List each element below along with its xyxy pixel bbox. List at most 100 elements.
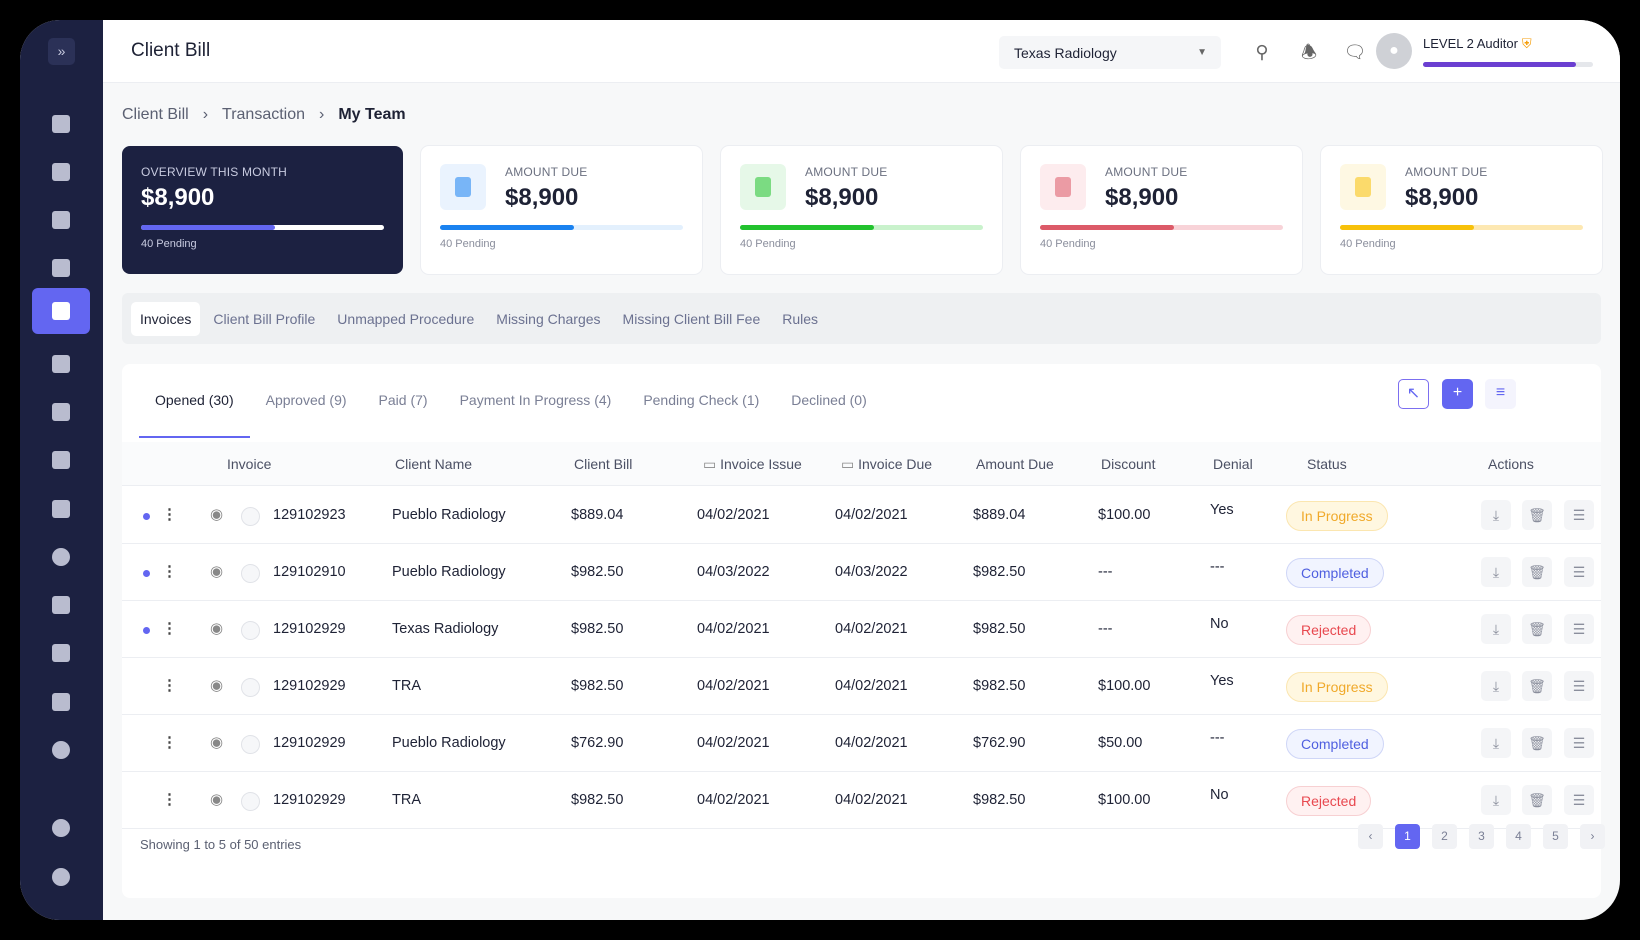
cell-invoice[interactable]: 129102929	[273, 792, 346, 808]
page-4-button[interactable]: 4	[1506, 824, 1531, 849]
more-options-icon[interactable]: ⋮	[162, 677, 177, 694]
sidebar-item-clipboard[interactable]	[32, 149, 90, 195]
details-button[interactable]: ☰	[1564, 728, 1594, 758]
row-select-checkbox[interactable]	[241, 735, 260, 754]
download-button[interactable]: ⤓	[1481, 671, 1511, 701]
delete-button[interactable]: 🗑	[1522, 614, 1552, 644]
delete-button[interactable]: 🗑	[1522, 557, 1552, 587]
eye-icon[interactable]: ◉	[210, 791, 224, 808]
column-header-client-bill[interactable]: Client Bill	[574, 456, 632, 472]
page-1-button[interactable]: 1	[1395, 824, 1420, 849]
sidebar-item-client-bill[interactable]	[32, 288, 90, 334]
sidebar-item-settings[interactable]	[32, 727, 90, 773]
more-options-icon[interactable]: ⋮	[162, 734, 177, 751]
column-header-status[interactable]: Status	[1307, 456, 1347, 472]
column-header-client-name[interactable]: Client Name	[395, 456, 472, 472]
cell-invoice[interactable]: 129102923	[273, 507, 346, 523]
more-options-icon[interactable]: ⋮	[162, 563, 177, 580]
eye-icon[interactable]: ◉	[210, 506, 224, 523]
sidebar-item-document[interactable]	[32, 197, 90, 243]
column-header-actions[interactable]: Actions	[1488, 456, 1534, 472]
next-page-button[interactable]: ›	[1580, 824, 1605, 849]
details-button[interactable]: ☰	[1564, 785, 1594, 815]
page-2-button[interactable]: 2	[1432, 824, 1457, 849]
more-options-icon[interactable]: ⋮	[162, 620, 177, 637]
download-button[interactable]: ⤓	[1481, 614, 1511, 644]
add-invoice-button[interactable]: +	[1442, 379, 1473, 409]
status-tab-paid[interactable]: Paid (7)	[378, 392, 428, 408]
column-header-discount[interactable]: Discount	[1101, 456, 1155, 472]
row-select-checkbox[interactable]	[241, 678, 260, 697]
sidebar-item-bank[interactable]	[32, 389, 90, 435]
status-tab-opened[interactable]: Opened (30)	[139, 364, 250, 438]
chat-icon[interactable]: 🗨	[1343, 42, 1367, 62]
expand-sidebar-button[interactable]: »	[48, 38, 75, 65]
cell-invoice[interactable]: 129102910	[273, 564, 346, 580]
prev-page-button[interactable]: ‹	[1358, 824, 1383, 849]
tab-missing-charges[interactable]: Missing Charges	[496, 310, 601, 327]
sidebar-item-profile[interactable]	[32, 534, 90, 580]
sidebar-item-folder[interactable]	[32, 486, 90, 532]
sidebar-item-library[interactable]	[32, 437, 90, 483]
search-icon[interactable]: ⚲	[1255, 42, 1269, 62]
download-button[interactable]: ⤓	[1481, 557, 1511, 587]
download-button[interactable]: ⤓	[1481, 500, 1511, 530]
delete-button[interactable]: 🗑	[1522, 728, 1552, 758]
sidebar-item-users[interactable]	[32, 245, 90, 291]
details-button[interactable]: ☰	[1564, 500, 1594, 530]
status-tab-payment-in-progress[interactable]: Payment In Progress (4)	[459, 392, 612, 408]
organization-select[interactable]: Texas Radiology ▼	[999, 36, 1221, 69]
download-button[interactable]: ⤓	[1481, 785, 1511, 815]
sidebar-item-help[interactable]	[32, 805, 90, 851]
sidebar-item-reports[interactable]	[32, 341, 90, 387]
sidebar-item-billing[interactable]	[32, 630, 90, 676]
details-button[interactable]: ☰	[1564, 614, 1594, 644]
column-header-invoice-issue[interactable]: ▭ Invoice Issue	[703, 456, 802, 473]
status-tab-pending-check[interactable]: Pending Check (1)	[643, 392, 760, 408]
column-header-denial[interactable]: Denial	[1213, 456, 1253, 472]
breadcrumb-client-bill[interactable]: Client Bill	[122, 106, 189, 123]
cell-invoice[interactable]: 129102929	[273, 735, 346, 751]
cell-invoice[interactable]: 129102929	[273, 678, 346, 694]
column-header-invoice-due[interactable]: ▭ Invoice Due	[841, 456, 932, 473]
sidebar-item-dashboard[interactable]	[32, 101, 90, 147]
details-button[interactable]: ☰	[1564, 557, 1594, 587]
delete-button[interactable]: 🗑	[1522, 500, 1552, 530]
page-3-button[interactable]: 3	[1469, 824, 1494, 849]
status-tab-declined[interactable]: Declined (0)	[791, 392, 867, 408]
eye-icon[interactable]: ◉	[210, 677, 224, 694]
row-select-checkbox[interactable]	[241, 564, 260, 583]
row-select-checkbox[interactable]	[241, 792, 260, 811]
eye-icon[interactable]: ◉	[210, 734, 224, 751]
filter-button[interactable]: ≡	[1485, 379, 1516, 409]
tab-unmapped-procedure[interactable]: Unmapped Procedure	[337, 310, 475, 327]
download-button[interactable]: ⤓	[1481, 728, 1511, 758]
user-level[interactable]: LEVEL 2 Auditor ⛨	[1423, 36, 1532, 52]
tab-rules[interactable]: Rules	[782, 310, 819, 327]
eye-icon[interactable]: ◉	[210, 620, 224, 637]
tab-missing-client-bill-fee[interactable]: Missing Client Bill Fee	[622, 310, 761, 327]
column-header-invoice[interactable]: Invoice	[227, 456, 271, 472]
row-select-checkbox[interactable]	[241, 621, 260, 640]
page-5-button[interactable]: 5	[1543, 824, 1568, 849]
breadcrumb-transaction[interactable]: Transaction	[222, 106, 306, 123]
sidebar-item-analytics[interactable]	[32, 582, 90, 628]
delete-button[interactable]: 🗑	[1522, 785, 1552, 815]
tab-invoices[interactable]: Invoices	[131, 301, 201, 336]
status-tab-approved[interactable]: Approved (9)	[265, 392, 347, 408]
column-header-label: Invoice Issue	[720, 456, 802, 472]
delete-button[interactable]: 🗑	[1522, 671, 1552, 701]
bell-icon[interactable]: 🕭	[1300, 42, 1318, 62]
eye-icon[interactable]: ◉	[210, 563, 224, 580]
column-header-amount-due[interactable]: Amount Due	[976, 456, 1054, 472]
row-select-checkbox[interactable]	[241, 507, 260, 526]
tab-client-bill-profile[interactable]: Client Bill Profile	[213, 310, 316, 327]
sidebar-item-files[interactable]	[32, 679, 90, 725]
more-options-icon[interactable]: ⋮	[162, 791, 177, 808]
avatar[interactable]: ●	[1376, 33, 1412, 69]
more-options-icon[interactable]: ⋮	[162, 506, 177, 523]
details-button[interactable]: ☰	[1564, 671, 1594, 701]
sidebar-item-support-chat[interactable]	[32, 854, 90, 900]
collapse-button[interactable]: ↖	[1398, 379, 1429, 409]
cell-invoice[interactable]: 129102929	[273, 621, 346, 637]
